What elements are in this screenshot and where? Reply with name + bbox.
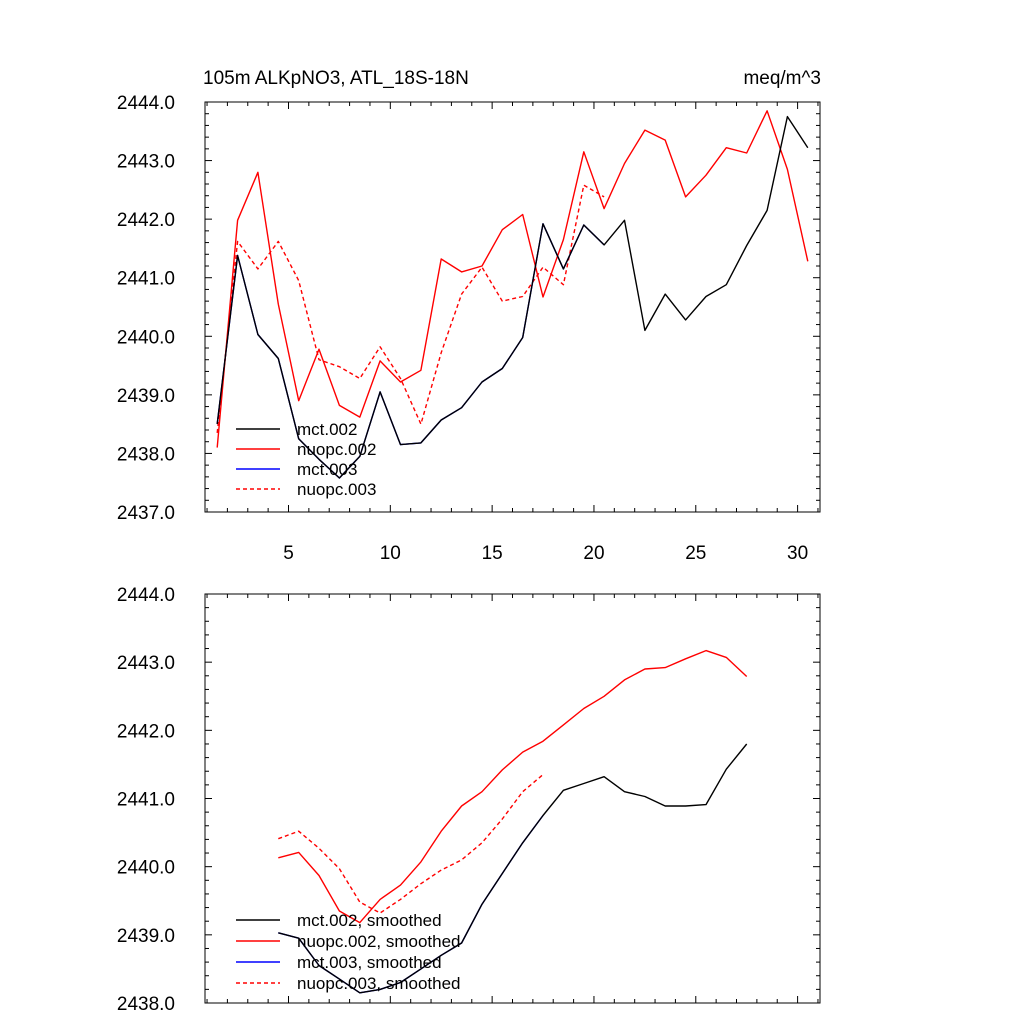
legend-label: nuopc.002, smoothed: [297, 932, 461, 951]
legend-label: mct.003, smoothed: [297, 953, 442, 972]
y-tick-label: 2440.0: [117, 858, 175, 879]
series-line-nuopc-003: [216, 184, 605, 433]
y-tick-label: 2442.0: [117, 210, 175, 231]
y-tick-label: 2439.0: [117, 926, 175, 947]
chart-title-left: 105m ALKpNO3, ATL_18S-18N: [203, 68, 469, 89]
y-tick-label: 2440.0: [117, 327, 175, 348]
y-tick-label: 2441.0: [117, 269, 175, 290]
x-tick-label: 15: [482, 543, 503, 564]
legend-label: mct.002: [297, 420, 357, 439]
x-tick-label: 30: [787, 543, 808, 564]
legend-label: nuopc.003, smoothed: [297, 974, 461, 993]
y-tick-label: 2444.0: [117, 585, 175, 606]
y-tick-label: 2439.0: [117, 386, 175, 407]
y-tick-label: 2444.0: [117, 93, 175, 114]
y-tick-label: 2441.0: [117, 790, 175, 811]
series-line-nuopc-002: [216, 110, 809, 448]
y-tick-label: 2438.0: [117, 994, 175, 1015]
chart-title-units: meq/m^3: [743, 68, 821, 89]
x-tick-label: 5: [283, 543, 294, 564]
series-line-mct-002: [216, 115, 809, 479]
series-line-nuopc-002-smoothed: [278, 649, 748, 924]
y-tick-label: 2443.0: [117, 653, 175, 674]
legend-label: nuopc.003: [297, 480, 376, 499]
y-tick-label: 2442.0: [117, 721, 175, 742]
x-tick-label: 20: [583, 543, 604, 564]
series-line-nuopc-003-smoothed: [278, 774, 544, 914]
legend-label: mct.002, smoothed: [297, 911, 442, 930]
y-tick-label: 2438.0: [117, 444, 175, 465]
x-tick-label: 25: [685, 543, 706, 564]
legend-label: nuopc.002: [297, 440, 376, 459]
legend-label: mct.003: [297, 460, 357, 479]
y-tick-label: 2443.0: [117, 152, 175, 173]
chart-panel-bottom: 2438.0 2439.0 2440.0 2441.0 2442.0 2443.0 2444…: [117, 585, 821, 1015]
chart-panel-top: 105m ALKpNO3, ATL_18S-18N meq/m^3 2437.0…: [117, 68, 821, 564]
x-tick-label: 10: [380, 543, 401, 564]
y-tick-label: 2437.0: [117, 503, 175, 524]
series-line-mct-002-smoothed: [278, 743, 748, 994]
